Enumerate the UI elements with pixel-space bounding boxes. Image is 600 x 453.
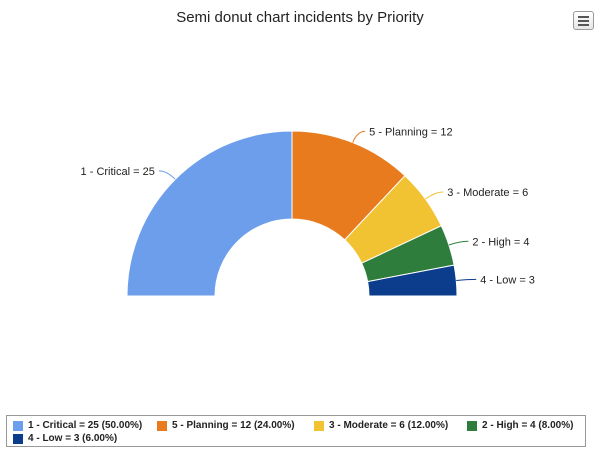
slice-1-critical[interactable] <box>126 130 293 297</box>
hamburger-menu-icon <box>578 16 589 18</box>
legend-swatch <box>13 420 23 431</box>
legend-item[interactable]: 3 - Moderate = 6 (12.00%) <box>314 420 448 431</box>
legend-swatch <box>467 420 477 431</box>
legend-label: 3 - Moderate = 6 (12.00%) <box>329 420 449 431</box>
chart-menu-button[interactable] <box>573 11 594 30</box>
label-connector <box>425 191 444 200</box>
label-connector <box>448 240 469 246</box>
chart-legend: 1 - Critical = 25 (50.00%) 5 - Planning =… <box>6 415 586 447</box>
label-connector <box>456 278 477 281</box>
legend-label: 2 - High = 4 (8.00%) <box>482 420 574 431</box>
label-connector <box>158 170 176 180</box>
data-label: 3 - Moderate = 6 <box>447 187 528 199</box>
legend-swatch <box>314 420 324 431</box>
legend-item[interactable]: 5 - Planning = 12 (24.00%) <box>157 420 295 431</box>
legend-swatch <box>157 420 167 431</box>
label-connector <box>352 130 366 143</box>
data-label: 4 - Low = 3 <box>480 274 535 286</box>
chart-title: Semi donut chart incidents by Priority <box>176 9 424 26</box>
legend-label: 5 - Planning = 12 (24.00%) <box>172 420 295 431</box>
data-label: 5 - Planning = 12 <box>369 126 452 138</box>
slice-4-low[interactable] <box>367 264 458 297</box>
legend-item[interactable]: 2 - High = 4 (8.00%) <box>467 420 573 431</box>
legend-label: 4 - Low = 3 (6.00%) <box>28 433 118 444</box>
data-label: 1 - Critical = 25 <box>81 166 155 178</box>
legend-item[interactable]: 4 - Low = 3 (6.00%) <box>13 433 117 444</box>
legend-item[interactable]: 1 - Critical = 25 (50.00%) <box>13 420 142 431</box>
legend-label: 1 - Critical = 25 (50.00%) <box>28 420 143 431</box>
data-label: 2 - High = 4 <box>472 236 529 248</box>
semi-donut-chart: 1 - Critical = 25 5 - Planning = 12 3 - Mo… <box>81 126 535 297</box>
legend-swatch <box>13 433 23 444</box>
